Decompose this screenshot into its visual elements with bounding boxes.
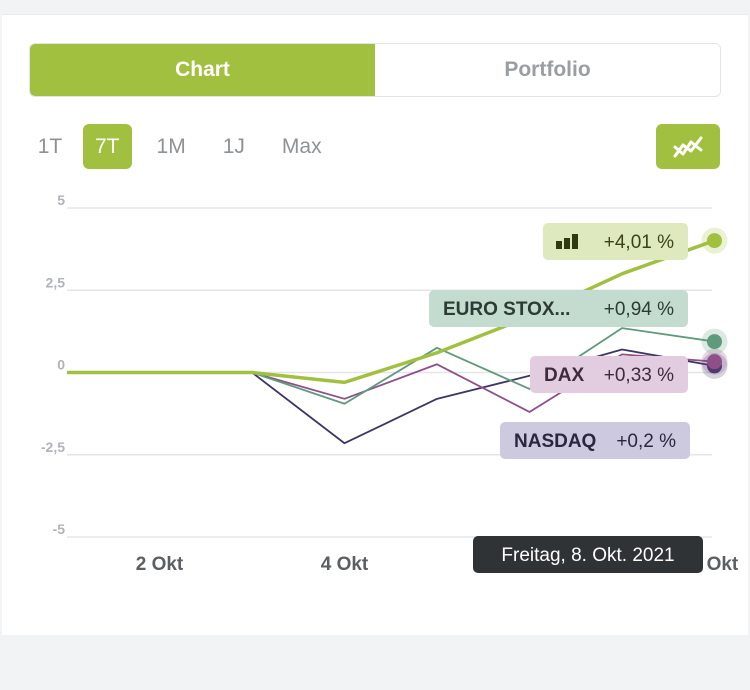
- series-badge-bg: [500, 422, 690, 459]
- series-badge[interactable]: DAX +0,33 %: [530, 356, 688, 393]
- x-tick-label: 4 Okt: [321, 554, 369, 575]
- x-tick-label: 2 Okt: [136, 554, 184, 575]
- series-badge-value: +0,94 %: [604, 299, 674, 320]
- y-tick-label: 5: [57, 192, 65, 208]
- series-badge[interactable]: +4,01 %: [543, 223, 688, 260]
- series-badge-value: +4,01 %: [604, 232, 674, 253]
- range-1t[interactable]: 1T: [37, 134, 63, 158]
- y-tick-label: -2,5: [41, 439, 65, 455]
- range-1m[interactable]: 1M: [156, 134, 186, 158]
- series-badge[interactable]: NASDAQ +0,2 %: [500, 422, 690, 459]
- time-range-selector: 1T 7T 1M 1J Max: [30, 124, 334, 169]
- performance-chart: 52,50-2,5-52 Okt 4 Okt 8 Okt+4,01 %EURO ST…: [41, 192, 739, 575]
- chart-mode-button[interactable]: [656, 124, 720, 169]
- series-badge-name: DAX: [544, 365, 584, 386]
- y-tick-label: 2,5: [46, 274, 66, 290]
- range-max[interactable]: Max: [281, 134, 322, 158]
- series-badge-value: +0,2 %: [616, 431, 676, 452]
- series-badge-bg: [429, 290, 688, 327]
- bar-chart-icon: [556, 234, 578, 249]
- y-tick-label: -5: [53, 521, 66, 537]
- tooltip-bg: [473, 536, 703, 573]
- series-end-point[interactable]: [707, 354, 722, 370]
- tab-portfolio[interactable]: Portfolio: [375, 44, 720, 96]
- series-badge-bg: [530, 356, 688, 393]
- series-line: [67, 238, 716, 385]
- tab-chart[interactable]: Chart: [30, 44, 375, 96]
- series-badge-name: NASDAQ: [514, 431, 596, 452]
- tooltip-text: Freitag, 8. Okt. 2021: [501, 545, 674, 566]
- series-badge[interactable]: EURO STOX... +0,94 %: [429, 290, 688, 327]
- view-tabs: Chart Portfolio: [29, 43, 721, 97]
- range-1j[interactable]: 1J: [222, 134, 245, 158]
- series-badge-bg: [543, 223, 688, 260]
- series-end-point[interactable]: [707, 233, 722, 249]
- line-chart-icon: [673, 136, 703, 157]
- y-tick-label: 0: [57, 357, 65, 373]
- hover-tooltip: Freitag, 8. Okt. 2021: [473, 536, 703, 573]
- range-7t[interactable]: 7T: [83, 124, 132, 169]
- series-badge-name: EURO STOX...: [443, 299, 570, 320]
- series-badge-value: +0,33 %: [604, 365, 674, 386]
- series-end-point[interactable]: [707, 334, 722, 350]
